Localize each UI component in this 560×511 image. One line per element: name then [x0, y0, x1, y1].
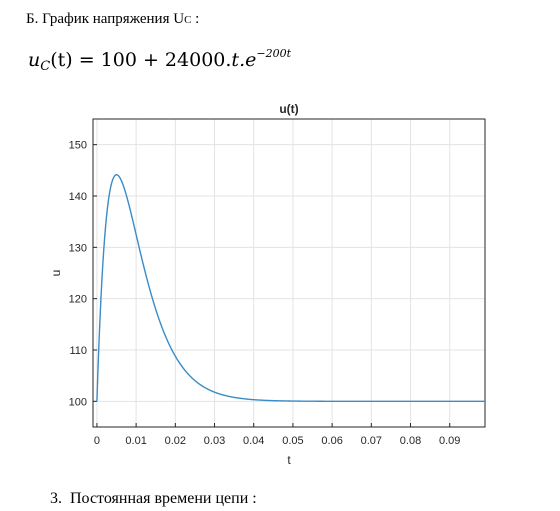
y-tick-label: 140 — [69, 191, 87, 203]
x-tick-label: 0.07 — [361, 435, 382, 447]
y-tick-label: 130 — [69, 242, 87, 254]
y-tick-label: 100 — [69, 396, 87, 408]
heading-suffix: : — [191, 11, 200, 27]
x-tick-label: 0.04 — [243, 435, 264, 447]
formula-equals: = 100 + 24000. — [72, 49, 232, 71]
heading-text: Б. График напряжения U — [26, 11, 185, 27]
y-tick-label: 120 — [69, 294, 87, 306]
y-tick-label: 150 — [69, 140, 87, 152]
formula-sub: C — [40, 59, 51, 74]
x-tick-label: 0.09 — [439, 435, 460, 447]
x-tick-label: 0.06 — [321, 435, 342, 447]
footer-text: Постоянная времени цепи : — [70, 490, 257, 507]
heading-subscript: C — [184, 14, 192, 26]
formula-var: u — [28, 49, 41, 71]
formula-dot-e: .e — [239, 49, 257, 71]
y-tick-label: 110 — [69, 345, 87, 357]
voltage-chart: 0 0.01 0.02 0.03 0.04 0.05 0.06 0.07 0.08 0.09 100… — [49, 102, 486, 467]
x-tick-label: 0.05 — [282, 435, 303, 447]
formula-exponent: −200t — [256, 47, 291, 60]
chart-ticks: 0 0.01 0.02 0.03 0.04 0.05 0.06 0.07 0.08 0.09 100… — [69, 140, 461, 447]
chart-title: u(t) — [279, 102, 298, 116]
section-heading: Б. График напряжения UC : — [26, 11, 199, 28]
chart-grid — [93, 119, 485, 427]
formula-t: t — [231, 49, 240, 71]
x-tick-label: 0 — [94, 435, 100, 447]
x-tick-label: 0.08 — [400, 435, 421, 447]
y-axis-label: u — [49, 270, 63, 277]
footer-number: 3. — [50, 490, 62, 507]
x-axis-label: t — [287, 453, 291, 467]
x-tick-label: 0.02 — [165, 435, 186, 447]
series-line — [96, 174, 485, 403]
x-tick-label: 0.03 — [204, 435, 225, 447]
plot-area — [92, 118, 486, 428]
footer-item: 3. Постоянная времени цепи : — [50, 490, 257, 508]
formula-arg: (t) — [50, 49, 73, 71]
x-tick-label: 0.01 — [125, 435, 146, 447]
voltage-formula: uC(t) = 100 + 24000.t.e−200t — [28, 48, 291, 73]
